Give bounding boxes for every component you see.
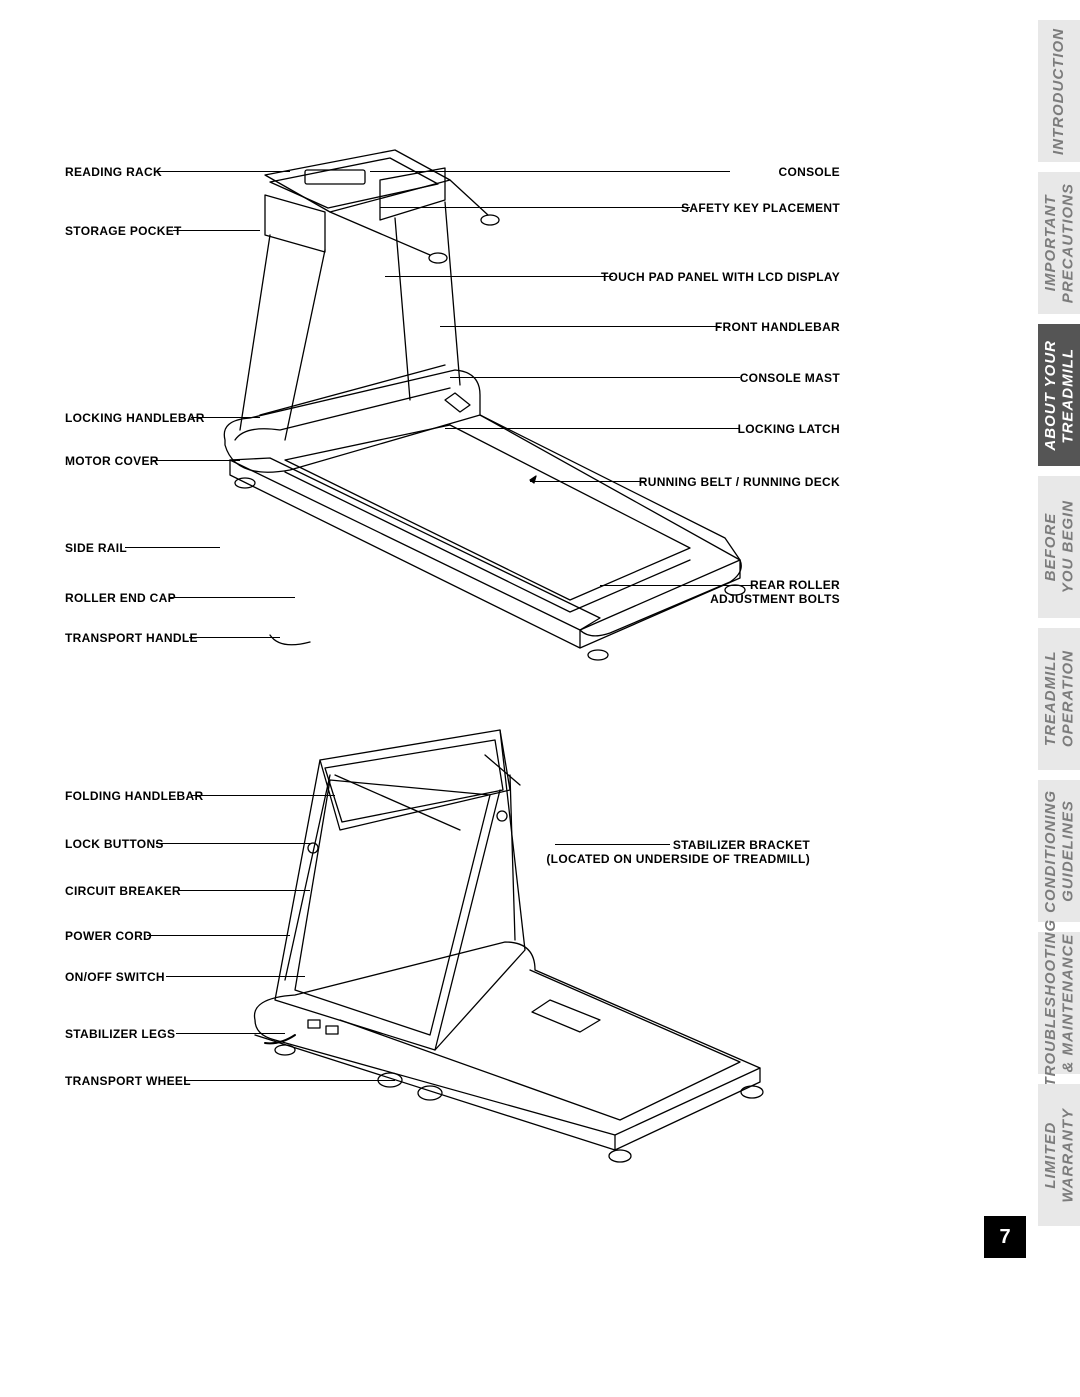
tab-about-your-treadmill[interactable]: ABOUT YOUR TREADMILL — [1038, 324, 1080, 466]
leader — [178, 890, 310, 891]
label-side-rail: SIDE RAIL — [65, 541, 127, 555]
tab-conditioning-guidelines[interactable]: CONDITIONING GUIDELINES — [1038, 780, 1080, 922]
label-rear-roller-2: ADJUSTMENT BOLTS — [710, 592, 840, 606]
leader — [450, 377, 740, 378]
label-transport-wheel: TRANSPORT WHEEL — [65, 1074, 191, 1088]
label-folding-handlebar: FOLDING HANDLEBAR — [65, 789, 203, 803]
leader — [445, 428, 740, 429]
label-touch-pad: TOUCH PAD PANEL WITH LCD DISPLAY — [601, 270, 840, 284]
leader — [385, 276, 613, 277]
section-tabs: INTRODUCTION IMPORTANT PRECAUTIONS ABOUT… — [930, 0, 1080, 1397]
tab-before-you-begin[interactable]: BEFORE YOU BEGIN — [1038, 476, 1080, 618]
leader — [189, 637, 280, 638]
leader — [153, 460, 240, 461]
leader — [173, 230, 260, 231]
label-stabilizer-legs: STABILIZER LEGS — [65, 1027, 175, 1041]
tab-introduction[interactable]: INTRODUCTION — [1038, 20, 1080, 162]
leader — [555, 844, 670, 845]
tab-treadmill-operation[interactable]: TREADMILL OPERATION — [1038, 628, 1080, 770]
label-locking-latch: LOCKING LATCH — [738, 422, 840, 436]
leader — [530, 481, 645, 482]
leader — [156, 843, 310, 844]
label-reading-rack: READING RACK — [65, 165, 162, 179]
label-power-cord: POWER CORD — [65, 929, 152, 943]
manual-page: INTRODUCTION IMPORTANT PRECAUTIONS ABOUT… — [0, 0, 1080, 1397]
leader — [147, 935, 290, 936]
leader — [191, 417, 260, 418]
leader — [166, 976, 305, 977]
label-onoff-switch: ON/OFF SWITCH — [65, 970, 165, 984]
label-rear-roller-1: REAR ROLLER — [750, 578, 840, 592]
treadmill-diagram-top — [170, 140, 750, 680]
leader — [170, 597, 295, 598]
leader — [192, 795, 335, 796]
label-roller-end-cap: ROLLER END CAP — [65, 591, 176, 605]
label-transport-handle: TRANSPORT HANDLE — [65, 631, 198, 645]
leader — [176, 1033, 285, 1034]
label-front-handlebar: FRONT HANDLEBAR — [715, 320, 840, 334]
leader — [184, 1080, 395, 1081]
label-motor-cover: MOTOR COVER — [65, 454, 159, 468]
leader — [380, 207, 690, 208]
leader — [157, 171, 290, 172]
label-lock-buttons: LOCK BUTTONS — [65, 837, 164, 851]
leader — [440, 326, 720, 327]
tab-troubleshooting-maintenance[interactable]: TROUBLESHOOTING & MAINTENANCE — [1038, 932, 1080, 1074]
label-safety-key: SAFETY KEY PLACEMENT — [681, 201, 840, 215]
label-stabilizer-bracket-1: STABILIZER BRACKET — [673, 838, 810, 852]
label-locking-handlebar: LOCKING HANDLEBAR — [65, 411, 205, 425]
label-stabilizer-bracket-2: (LOCATED ON UNDERSIDE OF TREADMILL) — [546, 852, 810, 866]
leader — [125, 547, 220, 548]
page-number: 7 — [984, 1216, 1026, 1258]
label-circuit-breaker: CIRCUIT BREAKER — [65, 884, 181, 898]
label-console: CONSOLE — [779, 165, 840, 179]
leader — [600, 585, 755, 586]
label-storage-pocket: STORAGE POCKET — [65, 224, 182, 238]
leader — [370, 171, 730, 172]
label-console-mast: CONSOLE MAST — [740, 371, 840, 385]
tab-limited-warranty[interactable]: LIMITED WARRANTY — [1038, 1084, 1080, 1226]
treadmill-diagram-bottom — [200, 720, 800, 1170]
label-running-belt: RUNNING BELT / RUNNING DECK — [639, 475, 840, 489]
tab-important-precautions[interactable]: IMPORTANT PRECAUTIONS — [1038, 172, 1080, 314]
